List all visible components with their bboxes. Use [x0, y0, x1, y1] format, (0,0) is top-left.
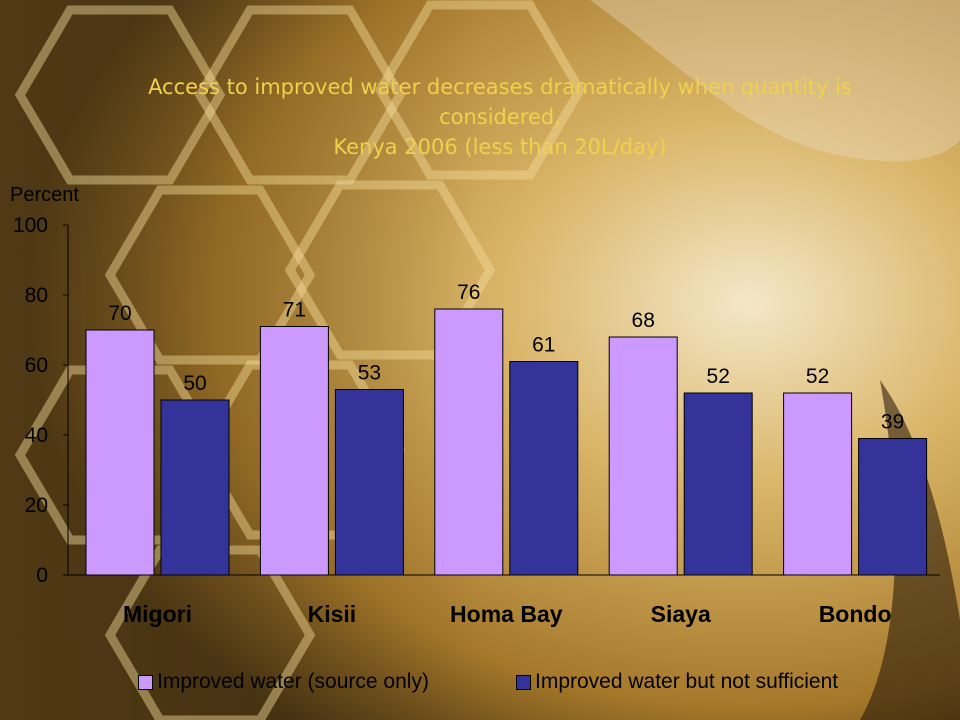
- data-label-2-4: 39: [881, 411, 904, 434]
- bar-2-3: [683, 392, 753, 576]
- data-label-2-0: 50: [183, 372, 206, 395]
- data-labels: 70 50 71 53 76 61 68 52 52 39: [108, 281, 904, 434]
- bar-2-4: [858, 438, 928, 576]
- title-line-3: Kenya 2006 (less than 20L/day): [333, 135, 667, 159]
- data-label-2-1: 53: [358, 362, 381, 385]
- bar-1-1: [259, 326, 329, 576]
- legend-label-2: Improved water but not sufficient: [535, 670, 839, 693]
- legend-item-1: Improved water (source only): [138, 670, 429, 694]
- y-axis-label: Percent: [10, 184, 79, 206]
- bar-1-2: [434, 308, 504, 576]
- legend: Improved water (source only) Improved wa…: [130, 663, 890, 701]
- chart-title: Access to improved water decreases drama…: [60, 72, 940, 162]
- x-category-label-0: Migori: [123, 601, 192, 627]
- x-category-label-1: Kisii: [308, 601, 357, 627]
- y-tick-label-0: 0: [36, 564, 48, 587]
- data-label-2-3: 52: [707, 365, 730, 388]
- bar-1-3: [608, 336, 678, 576]
- bar-2-2: [509, 361, 579, 576]
- title-line-1: Access to improved water decreases drama…: [148, 75, 852, 99]
- bar-1-0: [85, 329, 155, 576]
- y-tick-label-2: 40: [25, 424, 48, 447]
- data-label-1-1: 71: [283, 299, 306, 322]
- bar-2-1: [334, 389, 404, 576]
- title-line-2: considered,: [439, 105, 561, 129]
- legend-item-2: Improved water but not sufficient: [516, 670, 838, 694]
- data-label-1-4: 52: [806, 365, 829, 388]
- y-tick-label-1: 20: [25, 494, 48, 517]
- data-label-1-2: 76: [457, 281, 480, 304]
- y-tick-label-4: 80: [25, 284, 48, 307]
- y-tick-label-3: 60: [25, 354, 48, 377]
- data-label-1-3: 68: [632, 309, 655, 332]
- data-label-2-2: 61: [532, 334, 555, 357]
- x-category-label-2: Homa Bay: [450, 601, 563, 627]
- y-tick-label-5: 100: [13, 214, 48, 237]
- legend-swatch-2: [516, 674, 531, 690]
- bar-2-0: [160, 399, 230, 576]
- bars: [85, 308, 928, 576]
- legend-label-1: Improved water (source only): [157, 670, 429, 693]
- data-label-1-0: 70: [108, 302, 131, 325]
- x-category-label-4: Bondo: [819, 601, 892, 627]
- x-category-label-3: Siaya: [651, 601, 711, 627]
- bar-1-4: [783, 392, 853, 576]
- legend-swatch-1: [138, 674, 153, 690]
